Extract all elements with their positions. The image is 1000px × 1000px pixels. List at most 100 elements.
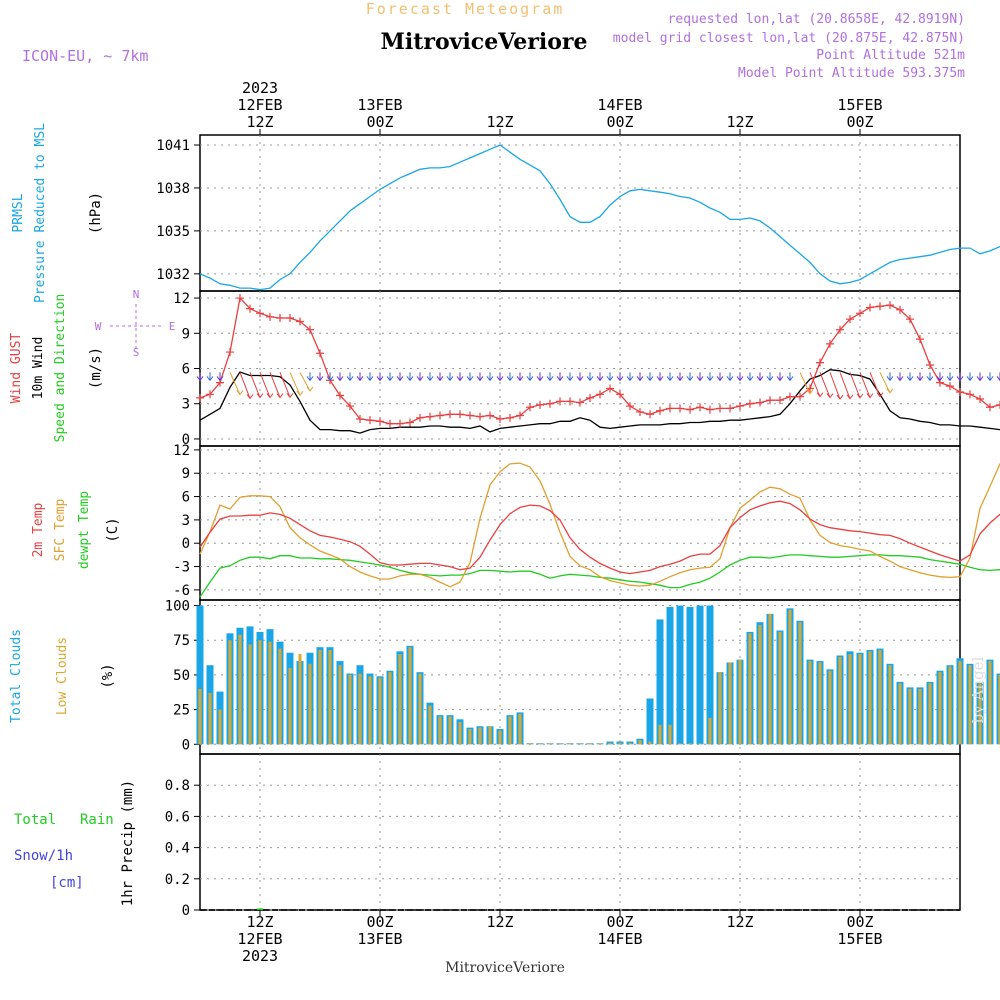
wind-arrow-icon	[259, 372, 274, 399]
wind-arrow-icon	[306, 372, 314, 382]
gust-marker	[406, 418, 414, 427]
wind-arrow-icon	[886, 372, 894, 382]
surface-temp-label: SFC Temp	[53, 499, 68, 562]
low-clouds-bar	[598, 743, 602, 745]
wind-arrow-icon	[196, 372, 204, 382]
dewpoint-line	[199, 554, 1000, 598]
total-clouds-bar	[696, 605, 704, 745]
low-clouds-bar	[278, 648, 282, 745]
gust-marker	[196, 393, 204, 402]
wind-label: 10m Wind	[31, 337, 46, 400]
precip-bar	[257, 908, 263, 910]
bottom-time-label: 00Z	[366, 913, 393, 931]
wind-arrow-icon	[916, 372, 924, 382]
wind-arrow-icon	[436, 372, 444, 382]
gust-marker	[846, 315, 854, 324]
gust-marker	[466, 411, 474, 420]
y-tick-label: -6	[173, 583, 190, 599]
gust-marker	[286, 314, 294, 323]
gust-marker	[626, 402, 634, 411]
chart-header: Forecast Meteogram MitroviceVeriore ICON…	[22, 0, 965, 81]
y-tick-label: 3	[182, 397, 190, 413]
gust-marker	[556, 397, 564, 406]
gust-marker	[646, 410, 654, 419]
y-tick-label: 0	[182, 737, 190, 753]
wind-arrow-icon	[239, 372, 254, 400]
wind-arrow-icon	[476, 372, 484, 382]
gust-marker	[736, 402, 744, 411]
low-clouds-bar	[548, 743, 552, 745]
wind-arrow-icon	[839, 372, 854, 400]
wind-arrow-icon	[976, 372, 984, 382]
y-tick-label: 100	[165, 599, 190, 615]
low-clouds-bar	[568, 743, 572, 745]
wind-unit-label: (m/s)	[88, 347, 104, 389]
low-clouds-bar	[268, 641, 272, 745]
wind-arrow-icon	[799, 372, 814, 395]
top-time-label: 13FEB	[357, 96, 402, 114]
gust-marker	[946, 382, 954, 391]
wind-arrow-icon	[626, 372, 634, 382]
low-clouds-bar	[528, 743, 532, 745]
top-time-label: 2023	[242, 79, 278, 97]
low-clouds-bar	[938, 672, 942, 745]
gust-marker	[926, 360, 934, 369]
y-tick-label: 1035	[156, 224, 190, 240]
panel-precip: 0 0.2 0.4 0.6 0.8 Total Rain Snow/1h [cm] 1hr Pre…	[14, 753, 961, 919]
low-clouds-bar	[768, 613, 772, 745]
prmsl-description-label: Pressure Reduced to MSL	[33, 123, 48, 303]
gust-marker	[316, 349, 324, 358]
low-clouds-bar	[788, 609, 792, 745]
bottom-time-label: 12Z	[246, 913, 273, 931]
low-clouds-bar	[868, 651, 872, 745]
wind-arrow-icon	[596, 372, 604, 382]
wind-direction-label: Speed and Direction	[53, 294, 68, 443]
panel-pressure: 1032 1035 1038 1041 PRMSL Pressure Reduced to…	[11, 123, 1000, 303]
gust-marker	[306, 325, 314, 334]
low-clouds-bar	[498, 730, 502, 745]
low-clouds-bar	[298, 654, 302, 745]
low-clouds-bar	[858, 654, 862, 745]
gust-marker	[876, 302, 884, 311]
total-clouds-bar	[666, 606, 674, 745]
panel-temperature: -6 -3 0 3 6 9 12 2m Temp SFC Temp dewpt Temp (C)	[31, 443, 1000, 601]
y-tick-label: 0.4	[165, 841, 190, 857]
wind-arrow-icon	[486, 372, 494, 382]
top-time-label: 12FEB	[237, 96, 282, 114]
low-clouds-bar	[438, 716, 442, 745]
gust-marker	[486, 411, 494, 420]
low-clouds-bar	[918, 688, 922, 745]
bottom-time-label: 15FEB	[837, 930, 882, 948]
total-clouds-bar	[996, 673, 1000, 745]
bottom-time-label: 12Z	[726, 913, 753, 931]
wind-arrow-icon	[346, 372, 354, 382]
wind-arrow-icon	[546, 372, 554, 382]
gust-marker	[436, 411, 444, 420]
low-clouds-bar	[878, 649, 882, 745]
low-clouds-bar	[218, 709, 222, 745]
top-time-label: 15FEB	[837, 96, 882, 114]
wind-arrow-icon	[956, 372, 964, 382]
gust-marker	[396, 419, 404, 428]
gust-marker	[566, 397, 574, 406]
gust-marker	[606, 384, 614, 393]
clouds-unit-label: (%)	[100, 663, 116, 688]
y-tick-label: -3	[173, 560, 190, 576]
precip-total-label: Total	[14, 812, 56, 828]
wind-arrow-icon	[386, 372, 394, 382]
wind-arrow-icon	[606, 372, 614, 382]
gust-marker	[296, 317, 304, 326]
wind-arrow-icon	[356, 372, 364, 382]
gust-marker	[616, 390, 624, 399]
y-tick-label: 6	[182, 490, 190, 506]
compass-south: S	[133, 346, 140, 359]
wind-arrow-icon	[996, 372, 1000, 382]
prmsl-label: PRMSL	[11, 193, 26, 232]
low-clouds-bar	[778, 631, 782, 745]
low-clouds-bar	[378, 677, 382, 745]
low-clouds-bar	[888, 665, 892, 745]
prmsl-line	[199, 144, 1000, 291]
wind-arrow-icon	[216, 372, 224, 382]
